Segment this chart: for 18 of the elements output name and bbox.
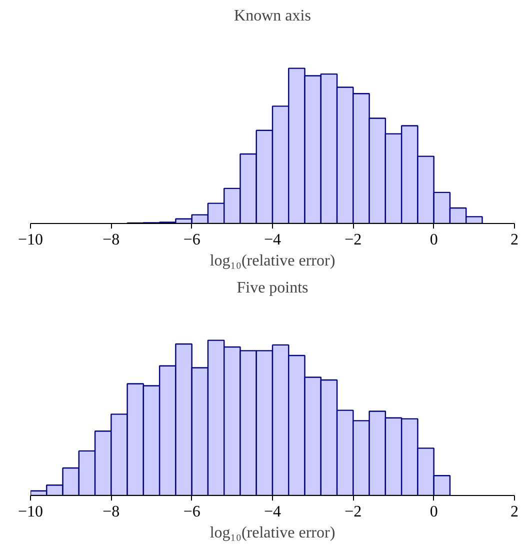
x-tick-label: −6 — [183, 232, 200, 248]
x-tick-label: −6 — [183, 504, 200, 520]
x-axis-title: log₁₀(relative error) — [210, 524, 336, 542]
x-tick-label: −4 — [264, 232, 282, 248]
x-tick-label: −8 — [102, 232, 120, 248]
x-tick-label: 2 — [510, 504, 518, 520]
x-tick-label: −2 — [344, 504, 362, 520]
x-tick-label: −4 — [264, 504, 282, 520]
x-tick-label: 0 — [430, 232, 438, 248]
x-tick-label: −8 — [102, 504, 120, 520]
x-tick-label: −10 — [18, 504, 44, 520]
x-tick-label: 2 — [510, 232, 518, 248]
chart-title: Known axis — [234, 8, 311, 24]
x-tick-label: −10 — [18, 232, 44, 248]
x-tick-label: −2 — [344, 232, 362, 248]
chart-title: Five points — [236, 280, 308, 296]
x-axis-title: log₁₀(relative error) — [210, 252, 336, 270]
x-tick-label: 0 — [430, 504, 438, 520]
